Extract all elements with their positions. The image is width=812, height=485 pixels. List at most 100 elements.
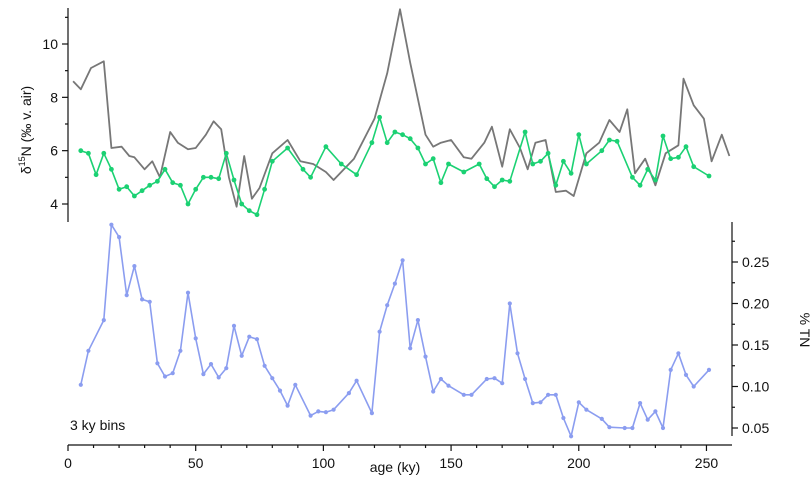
series-green-point — [530, 161, 536, 167]
series-green-point — [691, 164, 697, 170]
series-green-point — [201, 174, 206, 180]
series-green-point — [576, 132, 582, 138]
series-green-point — [484, 176, 490, 182]
series-green-point — [185, 201, 191, 207]
series-blue-point — [668, 367, 673, 372]
series-green-point — [438, 180, 444, 186]
labels-layer: age (ky) 3 ky bins δ15N (‰ v. air) % TN — [17, 86, 812, 475]
series-blue-point — [216, 375, 221, 380]
series-green-point — [676, 154, 681, 160]
series-blue-line — [80, 223, 710, 438]
series-blue-point — [117, 235, 122, 240]
series-green-point — [246, 208, 252, 214]
series-green-point — [285, 145, 290, 151]
left-axis-label-rest: N (‰ v. air) — [18, 86, 34, 157]
x-tick-label: 50 — [188, 455, 204, 471]
series-blue-point — [561, 415, 566, 421]
x-tick-label: 0 — [64, 455, 72, 471]
series-blue-point — [438, 376, 443, 382]
series-green-point — [109, 166, 114, 172]
series-blue-point — [645, 417, 650, 422]
series-blue-point — [277, 388, 283, 393]
series-blue-point — [492, 376, 497, 381]
series-layer — [72, 8, 731, 439]
series-green-point — [614, 138, 620, 144]
series-green-point — [568, 170, 574, 176]
series-green-point — [538, 158, 543, 164]
series-blue-point — [86, 348, 91, 353]
series-green-point — [461, 169, 467, 175]
series-green-point — [178, 182, 183, 188]
series-blue-point — [124, 293, 129, 298]
series-blue-point — [377, 329, 382, 334]
left-tick-label: 10 — [42, 36, 58, 52]
series-green-point — [492, 184, 497, 190]
series-green-point — [124, 184, 130, 190]
series-blue-point — [576, 400, 581, 405]
series-blue-point — [239, 353, 244, 358]
series-blue-point — [408, 346, 413, 351]
right-tick-label: 0.10 — [742, 379, 769, 395]
x-tick-label: 200 — [567, 455, 591, 471]
left-tick-label: 8 — [50, 89, 58, 105]
series-blue-point — [638, 401, 643, 406]
series-green-point — [162, 166, 168, 172]
series-green-point — [93, 172, 99, 178]
series-green-point — [377, 114, 382, 120]
series-blue-point — [254, 337, 260, 342]
series-green-point — [446, 161, 451, 167]
series-blue-point — [155, 361, 160, 366]
series-green-point — [400, 132, 405, 138]
series-blue-point — [231, 323, 237, 328]
series-green-point — [116, 186, 122, 192]
series-blue-point — [178, 348, 183, 353]
series-blue-point — [293, 382, 298, 387]
series-blue-point — [484, 376, 489, 382]
series-blue-point — [530, 401, 535, 406]
series-green-point — [147, 182, 153, 188]
series-green-point — [392, 129, 398, 135]
series-green-point — [430, 156, 436, 162]
right-axis-label: % TN — [797, 313, 812, 348]
series-blue-point — [691, 384, 696, 389]
series-green-point — [683, 144, 689, 150]
series-blue-point — [538, 400, 543, 405]
series-blue-point — [78, 382, 83, 387]
series-blue-point — [400, 258, 405, 263]
x-tick-label: 150 — [439, 455, 463, 471]
series-blue-point — [323, 410, 328, 415]
series-gray-line — [72, 8, 731, 208]
x-tick-label: 250 — [695, 455, 719, 471]
series-blue-point — [270, 376, 275, 381]
series-green-point — [155, 178, 160, 184]
right-tick-label: 0.05 — [742, 420, 769, 436]
series-green-point — [584, 161, 589, 167]
series-green-point — [607, 137, 612, 143]
series-blue-point — [461, 392, 466, 397]
left-tick-label: 6 — [50, 143, 58, 159]
series-blue-point — [706, 367, 712, 372]
left-axis-label-delta: δ — [18, 166, 34, 174]
series-blue-point — [354, 378, 359, 383]
series-green-point — [660, 133, 666, 139]
series-blue-point — [653, 409, 658, 414]
series-green-point — [553, 182, 559, 188]
series-green-point — [308, 174, 313, 180]
series-blue-point — [415, 318, 420, 323]
series-green-point — [300, 166, 306, 172]
right-tick-label: 0.15 — [742, 337, 769, 353]
series-blue-point — [208, 362, 214, 367]
series-blue-point — [630, 425, 635, 431]
series-green-point — [269, 158, 275, 164]
series-blue-point — [262, 363, 267, 368]
series-blue-point — [308, 413, 313, 418]
bin-annotation: 3 ky bins — [70, 417, 125, 433]
series-blue-point — [660, 425, 666, 431]
series-blue-point — [316, 409, 321, 414]
series-blue-point — [346, 391, 351, 396]
series-green-point — [384, 140, 390, 146]
right-tick-label: 0.25 — [742, 254, 769, 270]
series-green-point — [139, 188, 145, 194]
series-blue-point — [285, 403, 290, 408]
left-tick-label: 4 — [50, 196, 58, 212]
